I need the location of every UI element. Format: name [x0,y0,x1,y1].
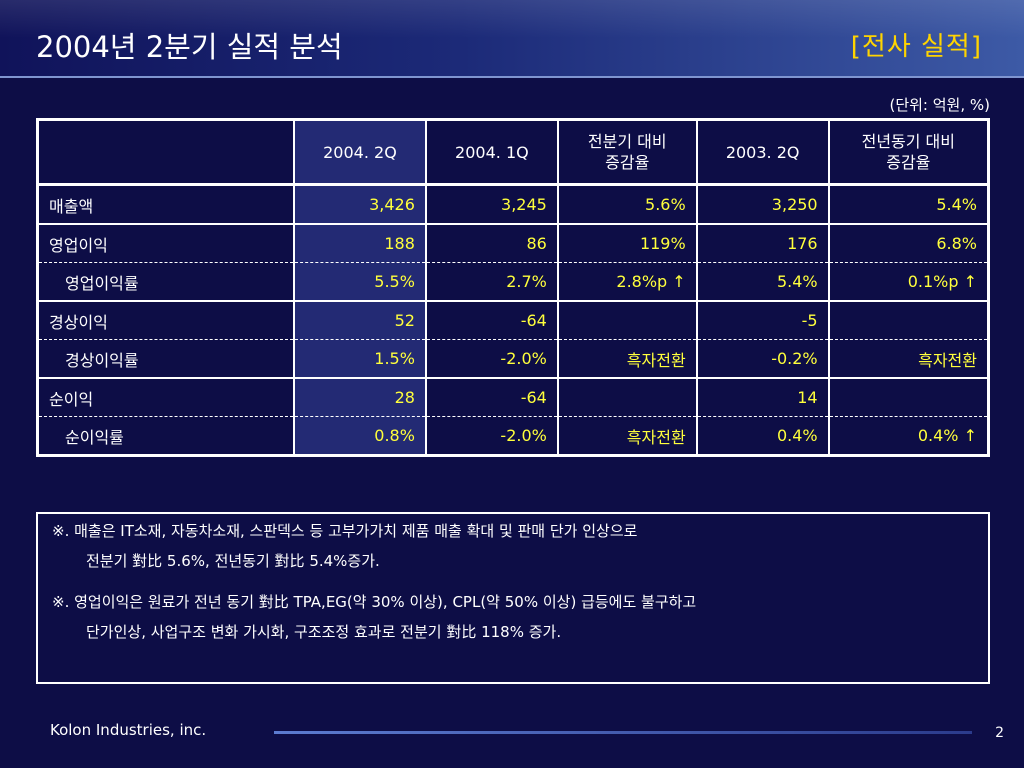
header-2004-2q: 2004. 2Q [293,119,427,186]
cell-qoq: 2.8%p ↑ [556,262,698,302]
cell-2003-2q: 14 [695,378,830,417]
table-row-net-margin: 순이익률 0.8% -2.0% 흑자전환 0.4% 0.4% ↑ [36,416,990,456]
row-label: 매출액 [36,184,295,225]
table-header-row: 2004. 2Q 2004. 1Q 전분기 대비 증감율 2003. 2Q 전년… [36,119,990,186]
cell-2003-2q: -0.2% [695,339,830,379]
row-label: 영업이익률 [36,262,295,302]
row-label: 경상이익 [36,301,295,340]
header-yoy-change-text: 전년동기 대비 증감율 [861,132,955,172]
footer-divider [274,731,972,734]
cell-2004-2q: 5.5% [293,262,427,302]
table-row-ordinary-margin: 경상이익률 1.5% -2.0% 흑자전환 -0.2% 흑자전환 [36,339,990,379]
cell-2003-2q: 3,250 [695,184,830,225]
table-row-sales: 매출액 3,426 3,245 5.6% 3,250 5.4% [36,184,990,225]
header-2003-2q: 2003. 2Q [695,119,830,186]
table-row-operating-margin: 영업이익률 5.5% 2.7% 2.8%p ↑ 5.4% 0.1%p ↑ [36,262,990,302]
cell-qoq: 흑자전환 [556,339,698,379]
cell-2003-2q: 0.4% [695,416,830,456]
cell-yoy: 6.8% [827,224,990,263]
cell-2004-1q: -2.0% [424,416,559,456]
row-label: 경상이익률 [36,339,295,379]
title-bar: 2004년 2분기 실적 분석 [전사 실적] [0,0,1024,78]
section-tag: [전사 실적] [850,32,982,62]
company-name: Kolon Industries, inc. [50,721,207,739]
row-label: 영업이익 [36,224,295,263]
cell-qoq [556,378,698,417]
cell-2004-2q: 1.5% [293,339,427,379]
cell-qoq: 119% [556,224,698,263]
cell-yoy [827,301,990,340]
header-2004-1q: 2004. 1Q [424,119,559,186]
cell-2003-2q: -5 [695,301,830,340]
cell-2004-1q: 3,245 [424,184,559,225]
cell-yoy: 5.4% [827,184,990,225]
note-sales-line2: 전분기 對比 5.6%, 전년동기 對比 5.4%증가. [86,552,380,570]
cell-2004-2q: 3,426 [293,184,427,225]
slide-title: 2004년 2분기 실적 분석 [36,30,343,64]
cell-2004-1q: 2.7% [424,262,559,302]
row-label: 순이익률 [36,416,295,456]
header-yoy-change: 전년동기 대비 증감율 [827,119,990,186]
cell-2004-2q: 52 [293,301,427,340]
header-cell-empty [36,119,295,186]
cell-2004-1q: -64 [424,301,559,340]
cell-yoy: 흑자전환 [827,339,990,379]
table-row-net-profit: 순이익 28 -64 14 [36,378,990,417]
cell-2004-1q: -64 [424,378,559,417]
header-qoq-change: 전분기 대비 증감율 [556,119,698,186]
note-operating-line2: 단가인상, 사업구조 변화 가시화, 구조조정 효과로 전분기 對比 118% … [86,623,562,641]
cell-2004-1q: -2.0% [424,339,559,379]
unit-note: (단위: 억원, %) [889,96,990,114]
cell-2004-2q: 28 [293,378,427,417]
performance-table: 2004. 2Q 2004. 1Q 전분기 대비 증감율 2003. 2Q 전년… [36,118,990,457]
cell-2003-2q: 176 [695,224,830,263]
cell-qoq: 5.6% [556,184,698,225]
cell-yoy: 0.1%p ↑ [827,262,990,302]
table-row-operating-profit: 영업이익 188 86 119% 176 6.8% [36,224,990,263]
cell-2004-2q: 188 [293,224,427,263]
cell-2004-2q: 0.8% [293,416,427,456]
cell-yoy: 0.4% ↑ [827,416,990,456]
cell-qoq: 흑자전환 [556,416,698,456]
note-sales: ※. 매출은 IT소재, 자동차소재, 스판덱스 등 고부가가치 제품 매출 확… [52,516,637,576]
row-label: 순이익 [36,378,295,417]
cell-2003-2q: 5.4% [695,262,830,302]
notes-box: ※. 매출은 IT소재, 자동차소재, 스판덱스 등 고부가가치 제품 매출 확… [36,512,990,684]
cell-2004-1q: 86 [424,224,559,263]
note-sales-line1: ※. 매출은 IT소재, 자동차소재, 스판덱스 등 고부가가치 제품 매출 확… [52,522,638,540]
page-number: 2 [995,725,1004,741]
cell-qoq [556,301,698,340]
table-row-ordinary-profit: 경상이익 52 -64 -5 [36,301,990,340]
cell-yoy [827,378,990,417]
note-operating-line1: ※. 영업이익은 원료가 전년 동기 對比 TPA,EG(약 30% 이상), … [52,593,697,611]
title-bar-highlight [0,0,1024,38]
header-qoq-change-text: 전분기 대비 증감율 [587,132,667,172]
note-operating-profit: ※. 영업이익은 원료가 전년 동기 對比 TPA,EG(약 30% 이상), … [52,587,696,647]
